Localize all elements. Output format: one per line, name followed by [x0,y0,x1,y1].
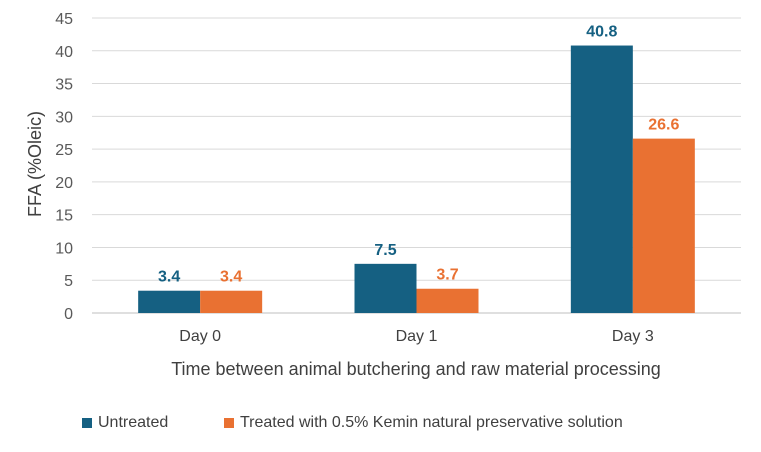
y-tick-label: 10 [55,240,73,257]
bar-untreated [570,45,633,314]
legend-label-untreated: Untreated [98,414,169,431]
data-label: 26.6 [648,117,679,134]
x-tick-label: Day 3 [612,328,654,345]
data-labels: 3.4 3.4 7.5 3.7 40.8 26.6 [158,24,679,286]
x-tick-label: Day 0 [179,328,221,345]
y-tick-label: 0 [64,306,73,323]
x-axis-title: Time between animal butchering and raw m… [171,359,661,379]
legend-item-untreated: Untreated [82,414,168,432]
y-axis-title: FFA (%Oleic) [25,111,45,217]
y-tick-label: 25 [55,142,73,159]
y-tick-label: 40 [55,44,73,61]
bar-untreated [354,263,417,313]
legend-label-treated: Treated with 0.5% Kemin natural preserva… [240,414,623,431]
legend-swatch-untreated [82,418,92,428]
x-axis-ticks: Day 0 Day 1 Day 3 [179,328,654,345]
bars [138,45,695,314]
data-label: 3.4 [220,269,242,286]
data-label: 3.4 [158,269,180,286]
data-label: 40.8 [586,24,617,41]
bar-treated [632,138,695,313]
x-tick-label: Day 1 [396,328,438,345]
y-tick-label: 15 [55,208,73,225]
y-axis-ticks: 0 5 10 15 20 25 30 35 40 45 [55,11,73,323]
legend-item-treated: Treated with 0.5% Kemin natural preserva… [224,414,623,432]
bar-untreated [138,290,201,313]
y-tick-label: 35 [55,77,73,94]
y-tick-label: 5 [64,273,73,290]
data-label: 3.7 [436,267,458,284]
gridlines [92,17,741,314]
data-label: 7.5 [374,242,396,259]
y-tick-label: 20 [55,175,73,192]
bar-treated [416,288,479,313]
y-tick-label: 30 [55,109,73,126]
legend: Untreated Treated with 0.5% Kemin natura… [0,414,761,438]
legend-swatch-treated [224,418,234,428]
y-tick-label: 45 [55,11,73,28]
bar-treated [200,290,263,313]
